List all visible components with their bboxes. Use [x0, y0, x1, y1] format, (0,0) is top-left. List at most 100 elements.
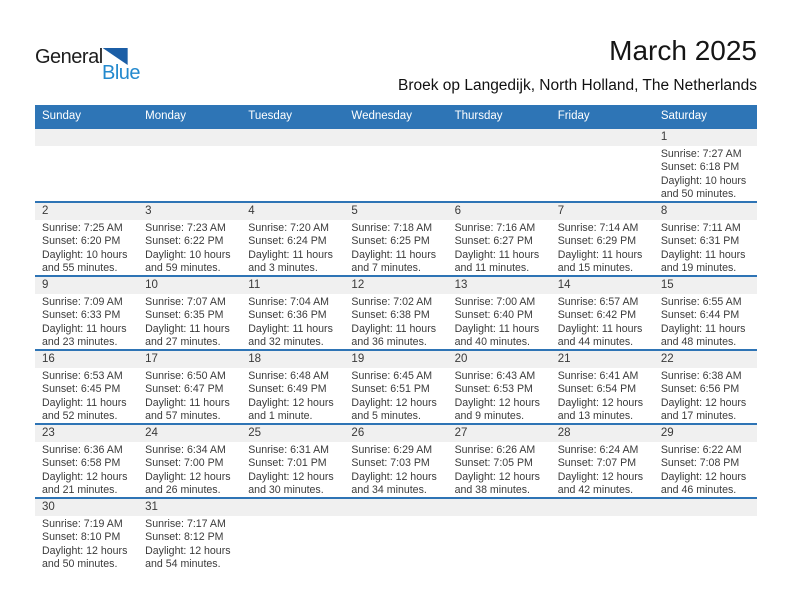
calendar-weeks: 1 Sunrise: 7:27 AM Sunset: 6:18 PM Daylight…	[35, 127, 757, 571]
sunrise-line: Sunrise: 7:19 AM	[42, 518, 123, 530]
day-number: 16	[42, 353, 55, 365]
daylight-line-2: and 9 minutes.	[454, 409, 525, 422]
sunrise-line: Sunrise: 6:36 AM	[42, 444, 123, 456]
weekday-header-thursday: Thursday	[454, 110, 503, 122]
day-cell: Sunrise: 7:18 AM Sunset: 6:25 PM Daylight:…	[344, 220, 447, 275]
empty-day-cell	[654, 516, 757, 571]
day-number	[241, 499, 344, 516]
daylight-line: Daylight: 12 hours	[248, 470, 334, 483]
daylight-line: Daylight: 11 hours	[454, 322, 540, 335]
daylight-line: Daylight: 11 hours	[660, 322, 746, 335]
day-cell: Sunrise: 7:25 AM Sunset: 6:20 PM Daylight:…	[35, 220, 138, 275]
day-number	[551, 499, 654, 516]
daylight-line: Daylight: 11 hours	[145, 396, 230, 409]
day-cell: Sunrise: 6:26 AM Sunset: 7:05 PM Daylight:…	[448, 442, 551, 497]
empty-day-cell	[241, 516, 344, 571]
daylight-line-2: and 23 minutes.	[42, 335, 118, 348]
sunset-line: Sunset: 6:49 PM	[248, 383, 327, 396]
day-number: 22	[660, 353, 674, 365]
sunrise-line: Sunrise: 6:48 AM	[248, 370, 329, 382]
sunset-line: Sunset: 6:24 PM	[248, 235, 327, 248]
day-number: 24	[145, 427, 158, 439]
sunrise-line: Sunrise: 7:25 AM	[42, 222, 123, 234]
daylight-line: Daylight: 12 hours	[145, 544, 231, 557]
sunrise-line: Sunrise: 7:02 AM	[351, 296, 433, 308]
daylight-line: Daylight: 11 hours	[351, 322, 437, 335]
sunrise-line: Sunrise: 7:04 AM	[248, 296, 329, 308]
empty-day-cell	[241, 146, 344, 201]
daylight-line: Daylight: 11 hours	[660, 248, 746, 261]
sunrise-line: Sunrise: 7:16 AM	[454, 222, 536, 234]
empty-day-cell	[344, 516, 447, 571]
daylight-line: Daylight: 11 hours	[557, 322, 643, 335]
day-cell: Sunrise: 6:38 AM Sunset: 6:56 PM Daylight:…	[654, 368, 757, 423]
daylight-line: Daylight: 12 hours	[248, 396, 334, 409]
day-number: 28	[557, 427, 571, 439]
daylight-line: Daylight: 12 hours	[351, 396, 437, 409]
sunset-line: Sunset: 6:25 PM	[351, 235, 430, 248]
daylight-line-2: and 42 minutes.	[557, 483, 634, 496]
sunrise-line: Sunrise: 7:27 AM	[660, 148, 742, 160]
daylight-line: Daylight: 11 hours	[42, 396, 127, 409]
daylight-line: Daylight: 11 hours	[351, 248, 437, 261]
day-number: 30	[42, 501, 55, 513]
sunrise-line: Sunrise: 7:23 AM	[145, 222, 226, 234]
day-number-band: 23 24 25 26 27 28 29	[35, 425, 757, 442]
week-row: 16 17 18 19 20 21 22 Sunrise: 6:53 AM Sunset: 6:…	[35, 349, 757, 423]
daylight-line-2: and 57 minutes.	[145, 409, 221, 422]
week-row: 1 Sunrise: 7:27 AM Sunset: 6:18 PM Daylight…	[35, 127, 757, 201]
sunrise-line: Sunrise: 6:55 AM	[660, 296, 742, 308]
empty-day-cell	[448, 146, 551, 201]
sunrise-line: Sunrise: 6:53 AM	[42, 370, 123, 382]
day-number: 7	[557, 205, 565, 217]
day-number: 13	[454, 279, 468, 291]
day-cell: Sunrise: 7:09 AM Sunset: 6:33 PM Daylight:…	[35, 294, 138, 349]
day-number: 12	[351, 279, 365, 291]
day-number	[551, 129, 654, 146]
daylight-line-2: and 27 minutes.	[145, 335, 221, 348]
day-number: 11	[248, 279, 261, 291]
calendar-grid: Sunday Monday Tuesday Wednesday Thursday…	[35, 105, 757, 571]
day-number: 17	[145, 353, 158, 365]
sunset-line: Sunset: 8:10 PM	[42, 531, 121, 544]
sunset-line: Sunset: 6:27 PM	[454, 235, 533, 248]
empty-day-cell	[35, 146, 138, 201]
sunset-line: Sunset: 7:07 PM	[557, 457, 637, 470]
sunrise-line: Sunrise: 6:24 AM	[557, 444, 639, 456]
sunset-line: Sunset: 7:05 PM	[454, 457, 533, 470]
day-cell: Sunrise: 6:45 AM Sunset: 6:51 PM Daylight:…	[344, 368, 447, 423]
sunrise-line: Sunrise: 7:09 AM	[42, 296, 123, 308]
sunset-line: Sunset: 6:47 PM	[145, 383, 224, 396]
sunrise-line: Sunrise: 6:29 AM	[351, 444, 433, 456]
day-number-band: 30 31	[35, 499, 757, 516]
sunset-line: Sunset: 6:35 PM	[145, 309, 224, 322]
empty-day-cell	[551, 516, 654, 571]
day-cell: Sunrise: 7:27 AM Sunset: 6:18 PM Daylight:…	[654, 146, 757, 201]
sunrise-line: Sunrise: 6:50 AM	[145, 370, 226, 382]
daylight-line: Daylight: 12 hours	[454, 470, 540, 483]
daylight-line-2: and 50 minutes.	[42, 557, 118, 570]
day-cell: Sunrise: 6:50 AM Sunset: 6:47 PM Daylight:…	[138, 368, 241, 423]
weekday-header-monday: Monday	[145, 110, 187, 122]
week-row: 23 24 25 26 27 28 29 Sunrise: 6:36 AM Sunset: 6:…	[35, 423, 757, 497]
day-number: 6	[454, 205, 461, 217]
sunrise-line: Sunrise: 6:31 AM	[248, 444, 329, 456]
day-cell: Sunrise: 6:24 AM Sunset: 7:07 PM Daylight:…	[551, 442, 654, 497]
location-subtitle: Broek op Langedijk, North Holland, The N…	[397, 77, 757, 94]
sunrise-line: Sunrise: 7:11 AM	[660, 222, 741, 234]
daylight-line: Daylight: 11 hours	[248, 322, 333, 335]
day-cell: Sunrise: 7:23 AM Sunset: 6:22 PM Daylight:…	[138, 220, 241, 275]
daylight-line-2: and 54 minutes.	[145, 557, 221, 570]
day-cell: Sunrise: 6:41 AM Sunset: 6:54 PM Daylight:…	[551, 368, 654, 423]
day-number	[344, 499, 447, 516]
day-detail-row: Sunrise: 7:25 AM Sunset: 6:20 PM Daylight:…	[35, 220, 757, 275]
day-number: 1	[660, 131, 668, 143]
day-number	[654, 499, 757, 516]
day-number: 8	[660, 205, 668, 217]
daylight-line: Daylight: 12 hours	[660, 470, 747, 483]
day-cell: Sunrise: 6:22 AM Sunset: 7:08 PM Daylight:…	[654, 442, 757, 497]
day-number	[241, 129, 344, 146]
day-detail-row: Sunrise: 7:19 AM Sunset: 8:10 PM Daylight:…	[35, 516, 757, 571]
daylight-line: Daylight: 12 hours	[42, 470, 128, 483]
daylight-line-2: and 55 minutes.	[42, 261, 118, 274]
